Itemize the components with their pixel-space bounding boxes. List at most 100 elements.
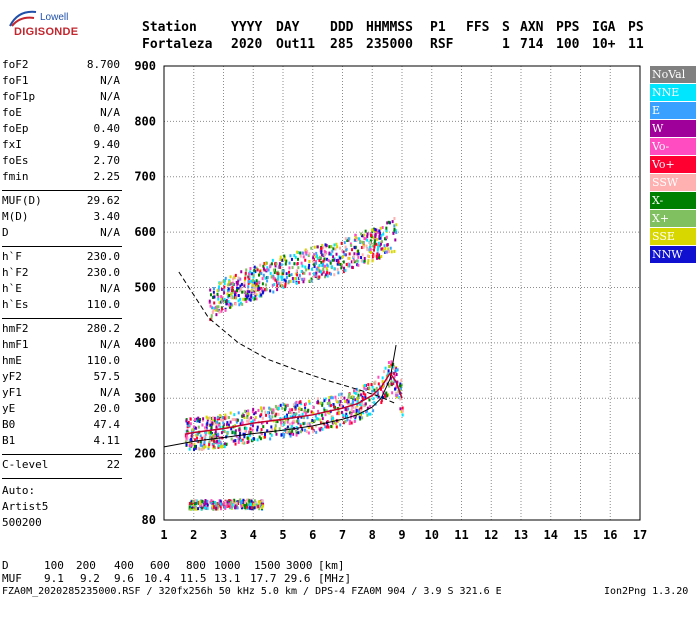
- echo-point: [308, 424, 311, 428]
- echo-point: [363, 256, 366, 260]
- echo-point: [261, 416, 264, 420]
- echo-point: [249, 431, 252, 435]
- echo-point: [224, 500, 227, 504]
- echo-point: [326, 263, 329, 267]
- echo-point: [381, 240, 384, 244]
- y-tick-label: 800: [134, 114, 156, 128]
- echo-point: [364, 395, 367, 399]
- x-tick-label: 4: [250, 528, 257, 542]
- echo-point: [251, 410, 254, 414]
- echo-point: [274, 262, 277, 266]
- echo-point: [247, 286, 250, 290]
- echo-point: [327, 425, 330, 429]
- echo-point: [233, 498, 236, 502]
- hdr-pps-val: 100: [556, 37, 580, 52]
- echo-point: [277, 275, 280, 279]
- echo-point: [324, 425, 327, 429]
- param-value: 9.40: [93, 138, 121, 151]
- echo-point: [366, 238, 369, 242]
- echo-point: [354, 238, 357, 242]
- echo-point: [244, 273, 247, 277]
- echo-point: [350, 243, 353, 247]
- echo-point: [189, 438, 192, 442]
- echo-point: [365, 244, 368, 248]
- param-value: N/A: [100, 386, 120, 399]
- echo-point: [208, 416, 211, 420]
- echo-point: [192, 425, 195, 429]
- echo-point: [233, 418, 236, 422]
- echo-point: [266, 421, 269, 425]
- footer-file-info: FZA0M_2020285235000.RSF / 320fx256h 50 k…: [2, 586, 502, 597]
- echo-point: [188, 507, 191, 511]
- echo-point: [288, 429, 291, 433]
- d-value: 1500: [254, 559, 281, 572]
- echo-point: [253, 506, 256, 510]
- echo-point: [386, 221, 389, 225]
- param-key: foEs: [2, 154, 29, 167]
- echo-point: [390, 360, 393, 364]
- echo-point: [212, 444, 215, 448]
- muf-value: 29.6: [284, 572, 311, 585]
- echo-point: [373, 254, 376, 258]
- echo-point: [310, 246, 313, 250]
- echo-point: [201, 499, 204, 503]
- echo-point: [369, 239, 372, 243]
- echo-point: [238, 434, 241, 438]
- echo-point: [225, 442, 228, 446]
- echo-point: [276, 420, 279, 424]
- echo-point: [227, 287, 230, 291]
- echo-point: [379, 226, 382, 230]
- echo-point: [315, 417, 318, 421]
- echo-point: [202, 445, 205, 449]
- echo-point: [371, 255, 374, 259]
- chart-curves: [163, 271, 403, 448]
- y-tick-labels: 80 200 300 400 500 600 700 800 900: [134, 59, 156, 527]
- echo-point: [310, 267, 313, 271]
- echo-point: [306, 409, 309, 413]
- echo-point: [289, 411, 292, 415]
- echo-point: [356, 397, 359, 401]
- echo-point: [390, 363, 393, 367]
- echo-point: [369, 251, 372, 255]
- param-row: foE N/A: [2, 106, 120, 122]
- echo-point: [292, 403, 295, 407]
- echo-point: [382, 384, 385, 388]
- echo-point: [314, 255, 317, 259]
- echo-point: [211, 306, 214, 310]
- echo-point: [279, 258, 282, 262]
- echo-point: [274, 414, 277, 418]
- echo-point: [379, 242, 382, 246]
- echo-point: [381, 380, 384, 384]
- param-key: fxI: [2, 138, 22, 151]
- param-key: foF1: [2, 74, 29, 87]
- echo-point: [230, 427, 233, 431]
- echo-point: [247, 285, 250, 289]
- echo-point: [203, 437, 206, 441]
- echo-point: [221, 416, 224, 420]
- echo-point: [209, 435, 212, 439]
- y-tick-label: 600: [134, 225, 156, 239]
- echo-point: [362, 245, 365, 249]
- echo-point: [313, 272, 316, 276]
- echo-point: [331, 249, 334, 253]
- echo-point: [250, 293, 253, 297]
- footer-version: Ion2Png 1.3.20: [604, 586, 689, 597]
- echo-point: [218, 423, 221, 427]
- echo-point: [258, 507, 261, 511]
- echo-point: [304, 402, 307, 406]
- ionogram-chart: 1 2 3 4 5 6 7 8 9 10 11 12 13 14 15 16 17 80200300400500…: [134, 59, 647, 542]
- echo-point: [253, 297, 256, 301]
- echo-point: [349, 403, 352, 407]
- echo-point: [240, 287, 243, 291]
- echo-point: [235, 288, 238, 292]
- echo-point: [340, 396, 343, 400]
- echo-point: [294, 402, 297, 406]
- echo-point: [258, 294, 261, 298]
- echo-point: [355, 259, 358, 263]
- echo-point: [277, 412, 280, 416]
- echo-point: [320, 413, 323, 417]
- echo-point: [260, 409, 263, 413]
- echo-point: [216, 417, 219, 421]
- echo-point: [284, 279, 287, 283]
- echo-point: [369, 241, 372, 245]
